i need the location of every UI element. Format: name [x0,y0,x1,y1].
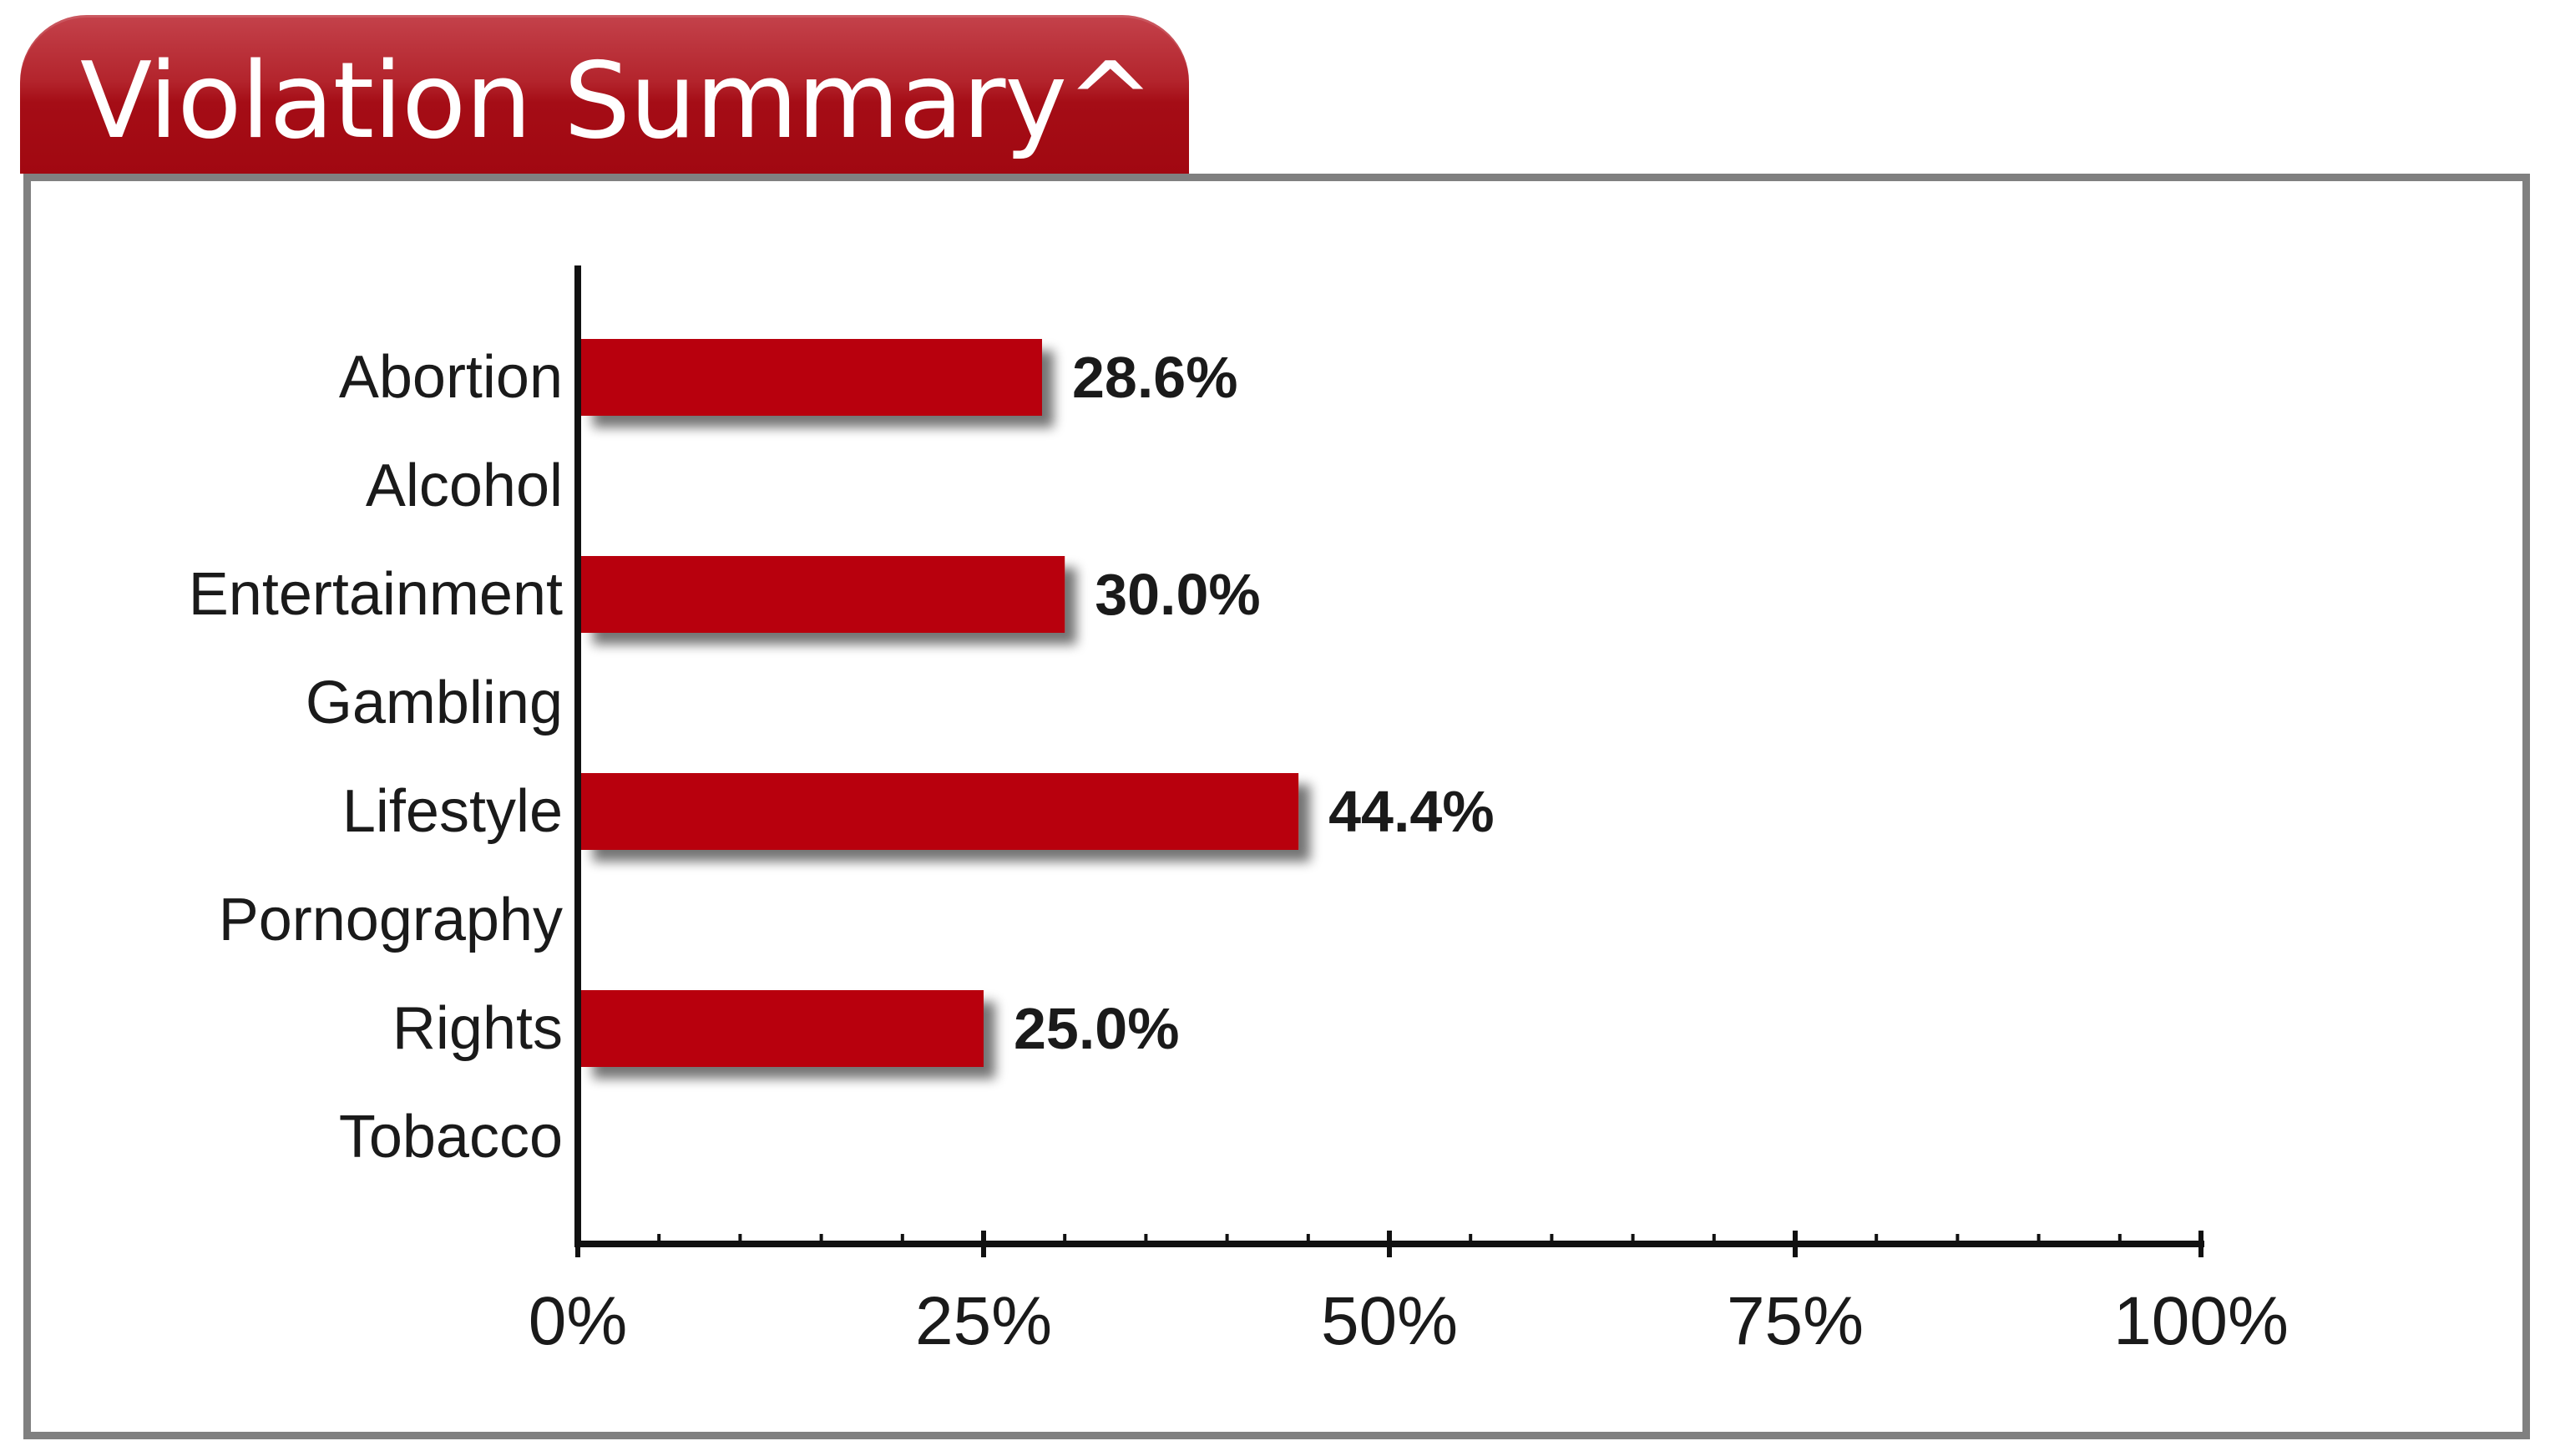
data-label-entertainment: 30.0% [1095,562,1260,627]
x-tick-label-100: 100% [2113,1283,2289,1359]
x-tick-label-0: 0% [529,1283,628,1359]
category-label-rights: Rights [392,995,563,1062]
category-label-abortion: Abortion [339,344,563,411]
bar-entertainment [581,556,1065,633]
bars-layer [581,339,1299,1067]
section-title: Violation Summary^ [80,39,1155,162]
bar-abortion [581,339,1042,416]
category-label-pornography: Pornography [219,887,563,953]
bar-lifestyle [581,773,1299,850]
category-label-entertainment: Entertainment [189,561,563,628]
category-label-lifestyle: Lifestyle [342,778,563,845]
category-label-alcohol: Alcohol [366,452,563,519]
x-tick-label-25: 25% [915,1283,1052,1359]
category-label-tobacco: Tobacco [339,1104,563,1170]
bar-rights [581,990,984,1067]
section-tab: Violation Summary^ [20,15,1189,174]
category-label-gambling: Gambling [306,670,563,736]
data-label-rights: 25.0% [1014,996,1179,1061]
data-label-abortion: 28.6% [1072,345,1237,410]
axis-layer [574,265,2204,1257]
x-tick-label-50: 50% [1321,1283,1458,1359]
data-label-lifestyle: 44.4% [1328,779,1494,844]
labels-layer: Abortion 28.6% Alcohol Entertainment 30.0% Ga… [189,344,2289,1359]
x-tick-label-75: 75% [1727,1283,1864,1359]
